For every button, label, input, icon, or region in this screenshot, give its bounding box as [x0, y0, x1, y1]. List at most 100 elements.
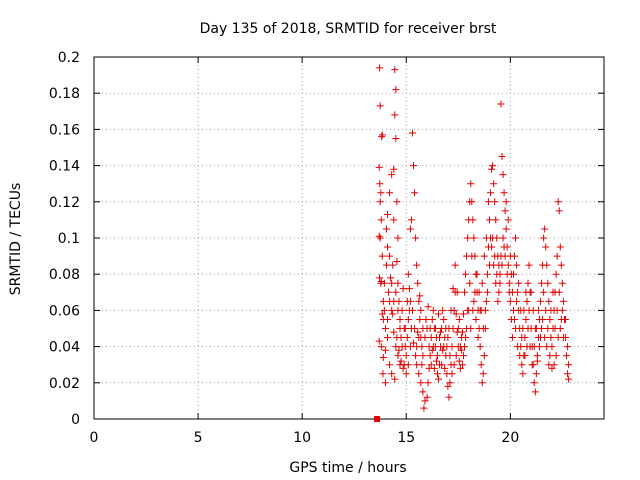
- data-point: [504, 261, 512, 269]
- data-point: [376, 64, 384, 72]
- data-point: [522, 288, 530, 296]
- data-point: [553, 252, 561, 260]
- data-point: [547, 334, 555, 342]
- data-point: [377, 343, 385, 351]
- data-point: [392, 86, 400, 94]
- x-tick-label: 0: [90, 430, 99, 446]
- data-point: [493, 270, 501, 278]
- data-point: [379, 297, 387, 305]
- data-point: [375, 337, 383, 345]
- data-point: [384, 243, 392, 251]
- data-point: [463, 325, 471, 332]
- data-point: [446, 352, 454, 360]
- data-point: [544, 325, 552, 332]
- y-tick-label: 0.02: [49, 376, 80, 392]
- y-axis-label: SRMTID / TECUs: [8, 183, 24, 296]
- data-point: [423, 393, 431, 401]
- data-point: [478, 279, 486, 287]
- data-point: [541, 225, 549, 233]
- data-point: [396, 315, 404, 323]
- data-point: [376, 274, 384, 282]
- data-point: [394, 306, 402, 314]
- data-point: [509, 306, 517, 314]
- data-point: [398, 343, 406, 351]
- data-point: [551, 325, 559, 332]
- data-point: [519, 370, 527, 378]
- data-point: [531, 388, 539, 396]
- data-point: [390, 328, 398, 336]
- y-tick-label: 0.1: [58, 231, 80, 247]
- data-point: [552, 352, 560, 360]
- data-point: [378, 133, 386, 141]
- data-point: [407, 216, 415, 224]
- data-point: [438, 361, 446, 369]
- data-point: [556, 243, 564, 251]
- data-point: [393, 334, 401, 342]
- data-point: [384, 210, 392, 218]
- data-point: [456, 364, 464, 372]
- data-point: [417, 306, 425, 314]
- data-point: [419, 325, 427, 332]
- data-point: [387, 274, 395, 282]
- data-point: [405, 285, 413, 293]
- data-point: [414, 328, 422, 336]
- data-point: [440, 315, 448, 323]
- data-point: [546, 315, 554, 323]
- data-point: [516, 352, 524, 360]
- data-point: [523, 297, 531, 305]
- data-point: [416, 292, 424, 300]
- data-point: [558, 279, 566, 287]
- data-point: [377, 189, 385, 197]
- data-point: [427, 361, 435, 369]
- y-tick-label: 0.08: [49, 267, 80, 283]
- data-point: [552, 270, 560, 278]
- data-point: [378, 310, 386, 318]
- data-point: [468, 198, 476, 206]
- data-point: [497, 100, 505, 108]
- data-point: [432, 357, 440, 365]
- data-point: [479, 325, 487, 332]
- x-axis-label: GPS time / hours: [289, 460, 406, 476]
- data-point: [514, 288, 522, 296]
- data-point: [425, 343, 433, 351]
- data-point: [410, 339, 418, 347]
- data-point: [474, 334, 482, 342]
- data-point: [457, 346, 465, 354]
- data-point: [432, 334, 440, 342]
- data-point: [381, 346, 389, 354]
- data-point: [501, 252, 509, 260]
- data-point: [504, 216, 512, 224]
- data-point: [494, 297, 502, 305]
- data-point: [543, 343, 551, 351]
- data-point: [389, 310, 397, 318]
- data-point: [449, 285, 457, 293]
- data-point: [388, 171, 396, 179]
- data-point: [462, 334, 470, 342]
- data-point: [389, 261, 397, 269]
- data-point: [534, 306, 542, 314]
- data-point: [379, 370, 387, 378]
- data-point: [376, 234, 384, 242]
- data-point: [476, 343, 484, 351]
- data-point: [456, 343, 464, 351]
- data-point: [430, 364, 438, 372]
- data-point: [540, 234, 548, 242]
- data-point: [382, 261, 390, 269]
- data-point: [424, 303, 432, 311]
- data-point: [554, 198, 562, 206]
- data-point: [386, 252, 394, 260]
- data-point: [537, 297, 545, 305]
- data-point: [477, 361, 485, 369]
- data-point: [413, 261, 421, 269]
- data-point: [441, 364, 449, 372]
- data-point: [414, 279, 422, 287]
- data-point: [455, 315, 463, 323]
- data-point: [384, 334, 392, 342]
- data-point: [419, 388, 427, 396]
- data-point: [532, 325, 540, 332]
- data-point: [400, 361, 408, 369]
- x-tick-label: 20: [501, 430, 519, 446]
- data-point: [417, 379, 425, 387]
- data-point: [538, 279, 546, 287]
